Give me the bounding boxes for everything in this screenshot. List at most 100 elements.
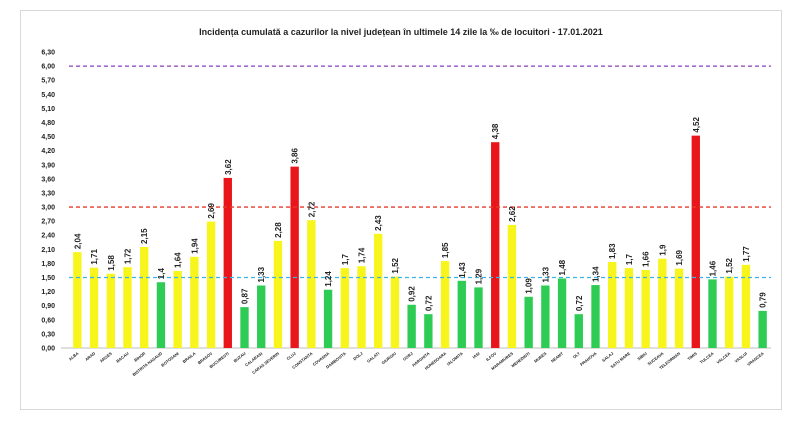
data-label: 2,04 — [73, 233, 82, 249]
data-label: 2,43 — [374, 215, 383, 231]
bar — [574, 314, 583, 348]
bar — [491, 142, 500, 348]
bar — [691, 135, 700, 348]
data-label: 1,48 — [558, 259, 567, 275]
x-tick-label: BACAU — [115, 351, 130, 364]
y-tick-label: 0,60 — [41, 317, 55, 324]
x-tick-label: IALOMITA — [446, 351, 464, 367]
x-tick-label: GORJ — [402, 351, 414, 362]
data-label: 1,94 — [190, 238, 199, 254]
data-label: 1,52 — [391, 257, 400, 273]
bar — [591, 285, 600, 348]
data-label: 1,7 — [341, 253, 350, 265]
data-label: 4,52 — [692, 117, 701, 133]
y-tick-label: 2,40 — [41, 233, 55, 240]
x-tick-label: BUZAU — [233, 351, 247, 364]
y-tick-label: 6,00 — [41, 64, 55, 71]
bar — [257, 285, 266, 348]
data-label: 0,72 — [424, 295, 433, 311]
data-label: 1,58 — [107, 255, 116, 271]
y-tick-label: 5,10 — [41, 106, 55, 113]
bar — [374, 233, 383, 348]
bar — [608, 262, 617, 348]
x-tick-label: MURES — [533, 351, 548, 364]
y-tick-label: 4,80 — [41, 120, 55, 127]
y-tick-label: 3,00 — [41, 205, 55, 212]
x-tick-label: DOLJ — [352, 351, 363, 362]
data-label: 1,72 — [124, 248, 133, 264]
x-tick-label: BISTRITA NASAUD — [131, 351, 163, 377]
x-tick-label: ARAD — [84, 351, 96, 362]
x-tick-label: BRAILA — [181, 351, 196, 364]
x-tick-label: VALCEA — [716, 351, 732, 365]
bar — [89, 267, 99, 348]
data-label: 1,77 — [742, 246, 751, 262]
bars — [73, 135, 767, 348]
bar — [156, 282, 166, 348]
data-label: 2,69 — [207, 202, 216, 218]
data-label: 1,66 — [642, 251, 651, 267]
bar — [190, 256, 199, 348]
bar — [173, 270, 182, 348]
data-label: 1,46 — [709, 260, 718, 276]
data-label: 0,72 — [575, 295, 584, 311]
x-tick-label: IASI — [471, 351, 480, 360]
y-tick-label: 3,90 — [41, 162, 55, 169]
x-tick-label: TULCEA — [699, 351, 715, 365]
data-label: 1,7 — [625, 253, 634, 265]
x-tick-label: OLT — [572, 351, 582, 360]
data-label: 3,86 — [291, 148, 300, 164]
data-label: 1,09 — [525, 278, 534, 294]
data-label: 2,15 — [140, 228, 149, 244]
bar — [407, 304, 416, 348]
bar — [658, 258, 667, 348]
bar — [557, 278, 567, 348]
data-label: 1,69 — [675, 249, 684, 265]
bar — [741, 264, 751, 348]
data-label: 1,29 — [475, 268, 484, 284]
bar — [240, 307, 249, 348]
data-label: 2,72 — [307, 201, 316, 217]
bar — [323, 289, 333, 348]
y-tick-label: 3,30 — [41, 190, 55, 197]
x-tick-label: SIBIU — [636, 351, 648, 362]
x-tick-label: MEHEDINTI — [510, 351, 530, 368]
bar — [725, 276, 734, 348]
bar — [206, 221, 216, 348]
data-label: 0,87 — [241, 288, 250, 304]
bar — [123, 267, 132, 348]
y-tick-label: 3,60 — [41, 176, 55, 183]
data-label: 1,33 — [257, 266, 266, 282]
bar — [440, 261, 450, 348]
threshold-lines — [69, 65, 771, 279]
data-labels: 2,04 1,71 1,58 1,72 2,15 1,4 1,64 1,94 2,69 3,62 0… — [73, 117, 767, 312]
x-tick-label: ARGES — [99, 351, 114, 364]
y-tick-label: 2,70 — [41, 219, 55, 226]
bar — [758, 310, 767, 348]
chart-frame: Incidența cumulată a cazurilor la nivel … — [20, 10, 782, 410]
y-tick-label: 2,10 — [41, 247, 55, 254]
y-tick-label: 6,30 — [41, 50, 55, 57]
bar — [524, 296, 533, 348]
bar — [106, 273, 115, 348]
data-label: 1,4 — [157, 268, 166, 280]
bar — [307, 220, 316, 348]
bar — [507, 224, 517, 348]
data-label: 1,85 — [441, 242, 450, 258]
x-tick-label: BOTOSANI — [160, 351, 180, 368]
bar — [674, 268, 684, 348]
bar — [541, 285, 550, 348]
bar — [223, 177, 232, 348]
data-label: 2,62 — [508, 206, 517, 222]
y-tick-label: 4,20 — [41, 148, 55, 155]
x-tick-label: ALBA — [68, 351, 80, 362]
data-label: 1,64 — [174, 252, 183, 268]
data-label: 3,62 — [224, 159, 233, 175]
y-tick-label: 5,70 — [41, 78, 55, 85]
bar — [340, 268, 349, 348]
data-label: 1,34 — [592, 266, 601, 282]
x-tick-label: SALAJ — [601, 351, 614, 363]
data-label: 1,74 — [358, 247, 367, 263]
y-axis: 0,00 0,30 0,60 0,90 1,20 1,50 1,80 2,10 2,40 2,70… — [41, 50, 771, 353]
